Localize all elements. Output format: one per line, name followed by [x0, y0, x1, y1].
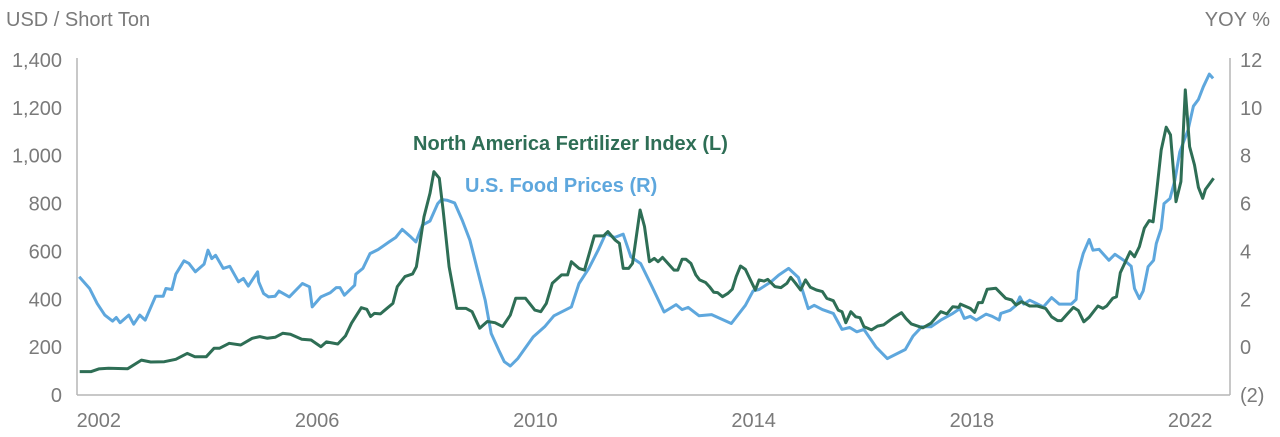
left-axis-label: USD / Short Ton — [6, 9, 150, 31]
x-tick-label: 2010 — [513, 410, 558, 432]
left-tick-label: 1,400 — [12, 50, 62, 72]
right-axis-ticks: (2) 0 2 4 6 8 10 12 — [1240, 50, 1264, 407]
left-tick-label: 800 — [29, 194, 62, 216]
left-tick-label: 1,200 — [12, 98, 62, 120]
right-tick-label: 6 — [1240, 194, 1251, 216]
left-tick-label: 400 — [29, 289, 62, 311]
series-lines — [78, 72, 1215, 374]
left-tick-label: 0 — [51, 385, 62, 407]
left-tick-label: 200 — [29, 337, 62, 359]
x-tick-label: 2014 — [731, 410, 776, 432]
fertilizer-index-line — [79, 88, 1215, 374]
x-tick-label: 2002 — [77, 410, 122, 432]
food-prices-line — [78, 72, 1215, 368]
left-tick-label: 600 — [29, 241, 62, 263]
right-tick-label: 0 — [1240, 337, 1251, 359]
left-axis-ticks: 0 200 400 600 800 1,000 1,200 1,400 — [12, 50, 62, 407]
right-tick-label: 4 — [1240, 241, 1251, 263]
right-axis-label: YOY % — [1205, 9, 1270, 31]
x-tick-label: 2018 — [950, 410, 995, 432]
right-tick-label: 12 — [1240, 50, 1262, 72]
x-tick-label: 2022 — [1168, 410, 1213, 432]
x-axis-ticks: 2002 2006 2010 2014 2018 2022 — [77, 410, 1213, 432]
x-tick-label: 2006 — [295, 410, 340, 432]
right-tick-label: 2 — [1240, 289, 1251, 311]
fertilizer-series-label: North America Fertilizer Index (L) — [413, 133, 728, 155]
right-tick-label: 10 — [1240, 98, 1262, 120]
left-tick-label: 1,000 — [12, 146, 62, 168]
right-tick-label: 8 — [1240, 146, 1251, 168]
right-tick-label: (2) — [1240, 385, 1264, 407]
food-prices-series-label: U.S. Food Prices (R) — [465, 175, 657, 197]
